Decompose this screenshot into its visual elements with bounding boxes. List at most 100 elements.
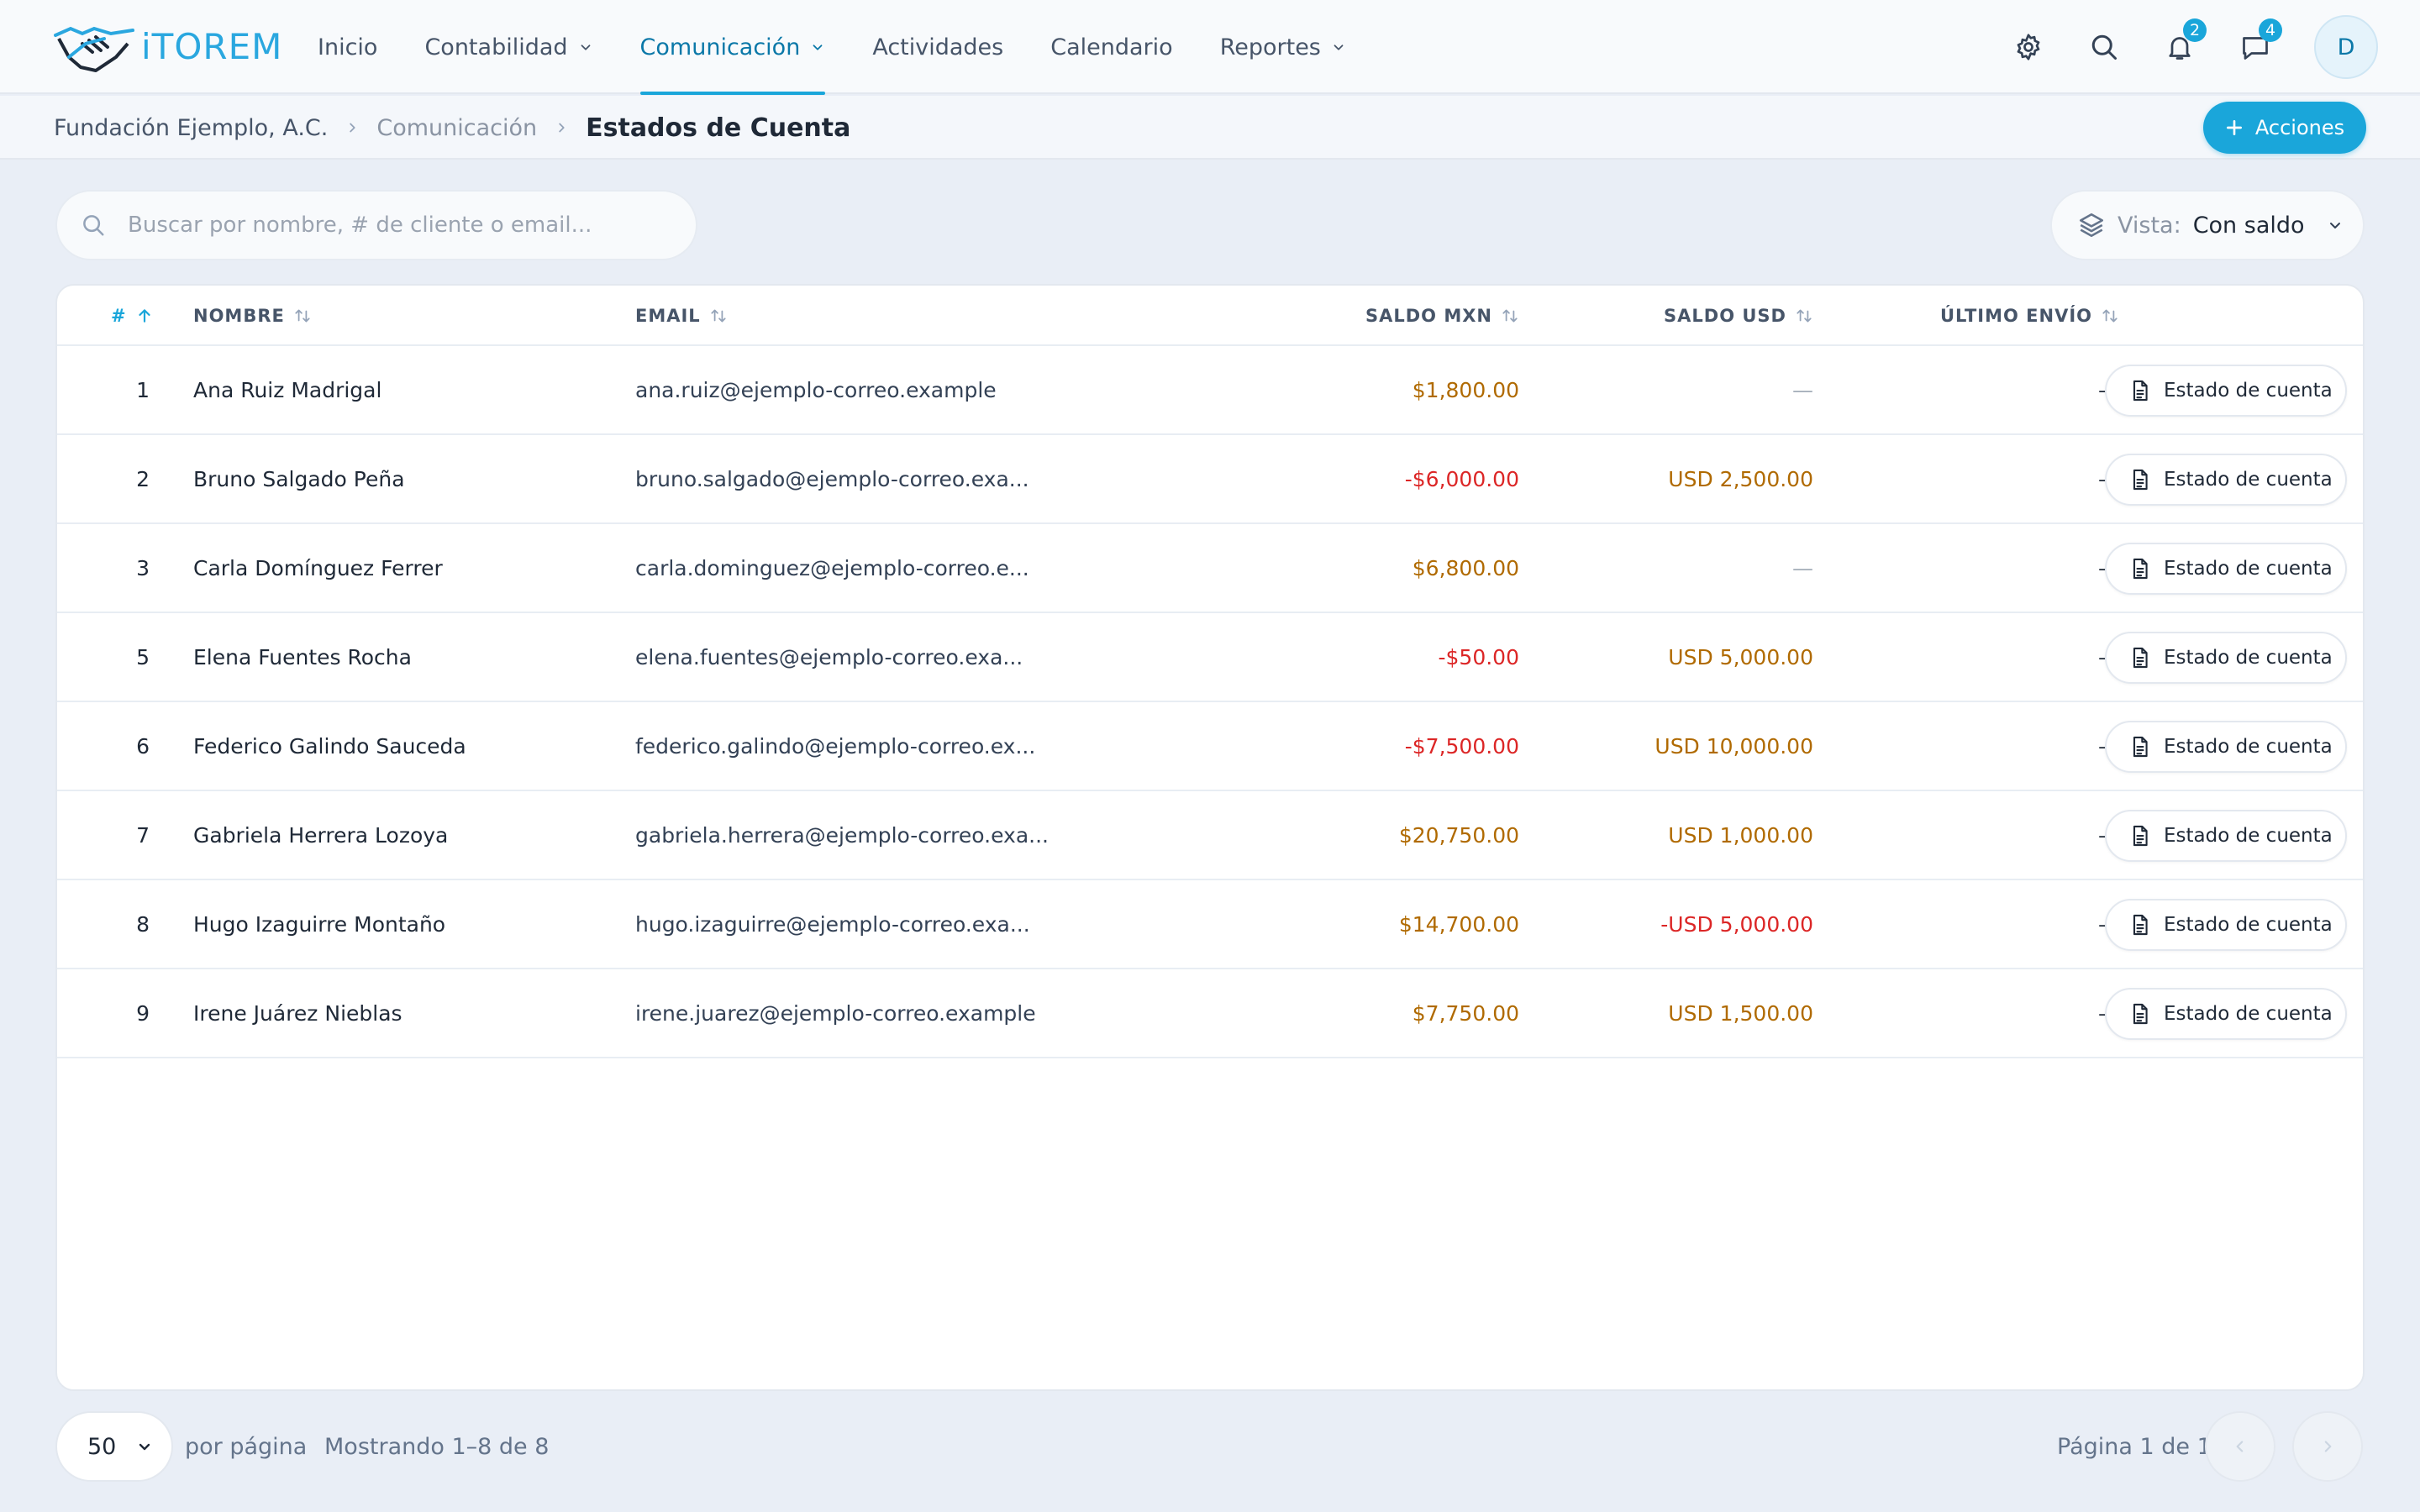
saldo-usd: — [1792, 555, 1813, 580]
nav-reportes[interactable]: Reportes [1197, 0, 1370, 94]
client-id: 1 [136, 377, 150, 402]
notification-count-badge: 2 [2183, 18, 2207, 42]
logo-text: iTOREM [141, 25, 283, 67]
column-header-email[interactable]: EMAIL [635, 286, 728, 346]
client-id: 3 [136, 555, 150, 580]
estado-de-cuenta-button[interactable]: Estado de cuenta [2105, 810, 2347, 862]
accounts-table: # NOMBRE EMAIL SALDO MXN SALDO USD ÚLTIM… [55, 284, 2365, 1391]
table-row: 6 Federico Galindo Sauceda federico.galind… [57, 702, 2363, 791]
column-label: SALDO USD [1664, 306, 1786, 326]
estado-de-cuenta-label: Estado de cuenta [2164, 1003, 2333, 1025]
client-id: 5 [136, 644, 150, 669]
document-icon [2133, 558, 2148, 580]
column-header-ultimo-envio[interactable]: ÚLTIMO ENVÍO [1822, 286, 2119, 346]
document-icon [2133, 914, 2148, 936]
client-name: Carla Domínguez Ferrer [193, 555, 443, 580]
estado-de-cuenta-button[interactable]: Estado de cuenta [2105, 632, 2347, 684]
breadcrumb-org[interactable]: Fundación Ejemplo, A.C. [54, 114, 329, 141]
estado-de-cuenta-button[interactable]: Estado de cuenta [2105, 899, 2347, 951]
view-label: Vista: [2118, 212, 2181, 239]
estado-de-cuenta-button[interactable]: Estado de cuenta [2105, 543, 2347, 595]
table-row: 8 Hugo Izaguirre Montaño hugo.izaguirre@ej… [57, 880, 2363, 969]
message-count-badge: 4 [2259, 18, 2282, 42]
search-input[interactable]: Buscar por nombre, # de cliente o email.… [55, 190, 697, 260]
search-icon [83, 215, 104, 236]
settings-button[interactable] [2012, 30, 2045, 64]
sort-ascending-icon [139, 309, 150, 323]
estado-de-cuenta-button[interactable]: Estado de cuenta [2105, 721, 2347, 773]
user-avatar[interactable]: D [2314, 15, 2378, 79]
prev-page-button[interactable] [2205, 1411, 2275, 1482]
table-row: 7 Gabriela Herrera Lozoya gabriela.herrera… [57, 791, 2363, 880]
column-label: EMAIL [635, 306, 701, 326]
actions-button[interactable]: Acciones [2203, 102, 2366, 154]
saldo-mxn: -$7,500.00 [1404, 733, 1519, 759]
chevron-right-icon [350, 123, 355, 133]
handshake-logo-icon [54, 26, 134, 72]
chevron-right-icon [559, 123, 565, 133]
column-header-name[interactable]: NOMBRE [193, 286, 312, 346]
column-label: NOMBRE [193, 306, 285, 326]
saldo-mxn: -$6,000.00 [1404, 466, 1519, 491]
column-header-saldo-usd[interactable]: SALDO USD [1528, 286, 1813, 346]
nav-label: Reportes [1219, 34, 1321, 60]
document-icon [2133, 1003, 2148, 1025]
nav-inicio[interactable]: Inicio [294, 0, 401, 94]
messages-button[interactable]: 4 [2238, 18, 2282, 64]
per-page-select[interactable]: 50 [55, 1411, 173, 1482]
client-id: 9 [136, 1000, 150, 1026]
notifications-button[interactable]: 2 [2163, 18, 2207, 64]
document-icon [2133, 736, 2148, 758]
bell-icon [2169, 37, 2191, 60]
saldo-usd: USD 1,500.00 [1668, 1000, 1813, 1026]
document-icon [2133, 469, 2148, 491]
nav-contabilidad[interactable]: Contabilidad [401, 0, 616, 94]
search-placeholder: Buscar por nombre, # de cliente o email.… [128, 213, 592, 238]
client-name: Elena Fuentes Rocha [193, 644, 412, 669]
per-page-value: 50 [87, 1433, 117, 1460]
ultimo-envio: — [1822, 346, 2119, 433]
estado-de-cuenta-button[interactable]: Estado de cuenta [2105, 988, 2347, 1040]
saldo-mxn: -$50.00 [1438, 644, 1520, 669]
nav-calendario[interactable]: Calendario [1027, 0, 1196, 94]
column-label: ÚLTIMO ENVÍO [1940, 306, 2092, 326]
document-icon [2133, 380, 2148, 402]
estado-de-cuenta-label: Estado de cuenta [2164, 914, 2333, 936]
sort-icon [711, 309, 726, 323]
search-button[interactable] [2087, 30, 2121, 64]
ultimo-envio: — [1822, 613, 2119, 701]
nav-actividades[interactable]: Actividades [849, 0, 1027, 94]
ultimo-envio: — [1822, 969, 2119, 1057]
estado-de-cuenta-button[interactable]: Estado de cuenta [2105, 454, 2347, 506]
column-label: SALDO MXN [1365, 306, 1492, 326]
app-logo[interactable]: iTOREM [52, 18, 282, 74]
ultimo-envio: — [1822, 435, 2119, 522]
estado-de-cuenta-label: Estado de cuenta [2164, 380, 2333, 402]
client-name: Ana Ruiz Madrigal [193, 377, 382, 402]
breadcrumb-bar: Fundación Ejemplo, A.C. Comunicación Est… [0, 96, 2420, 160]
next-page-button[interactable] [2292, 1411, 2363, 1482]
saldo-usd: — [1792, 377, 1813, 402]
column-header-saldo-mxn[interactable]: SALDO MXN [1150, 286, 1519, 346]
saldo-usd: USD 5,000.00 [1668, 644, 1813, 669]
column-label: # [111, 306, 127, 326]
nav-label: Comunicación [639, 34, 801, 60]
client-id: 2 [136, 466, 150, 491]
client-email: federico.galindo@ejemplo-correo.ex... [635, 733, 1036, 759]
table-row: 2 Bruno Salgado Peña bruno.salgado@ejemplo… [57, 435, 2363, 524]
breadcrumb-section[interactable]: Comunicación [376, 114, 538, 141]
document-icon [2133, 825, 2148, 847]
sort-icon [1502, 309, 1518, 323]
chevron-down-icon [581, 45, 590, 50]
client-name: Hugo Izaguirre Montaño [193, 911, 446, 937]
nav-comunicacion[interactable]: Comunicación [617, 0, 850, 95]
estado-de-cuenta-button[interactable]: Estado de cuenta [2105, 365, 2347, 417]
chevron-right-icon [2324, 1441, 2332, 1452]
client-name: Federico Galindo Sauceda [193, 733, 466, 759]
sort-icon [295, 309, 310, 323]
column-header-id[interactable]: # [111, 286, 154, 346]
saldo-mxn: $1,800.00 [1412, 377, 1519, 402]
view-selector[interactable]: Vista: Con saldo [2050, 190, 2365, 260]
saldo-usd: USD 2,500.00 [1668, 466, 1813, 491]
ultimo-envio: — [1822, 702, 2119, 790]
